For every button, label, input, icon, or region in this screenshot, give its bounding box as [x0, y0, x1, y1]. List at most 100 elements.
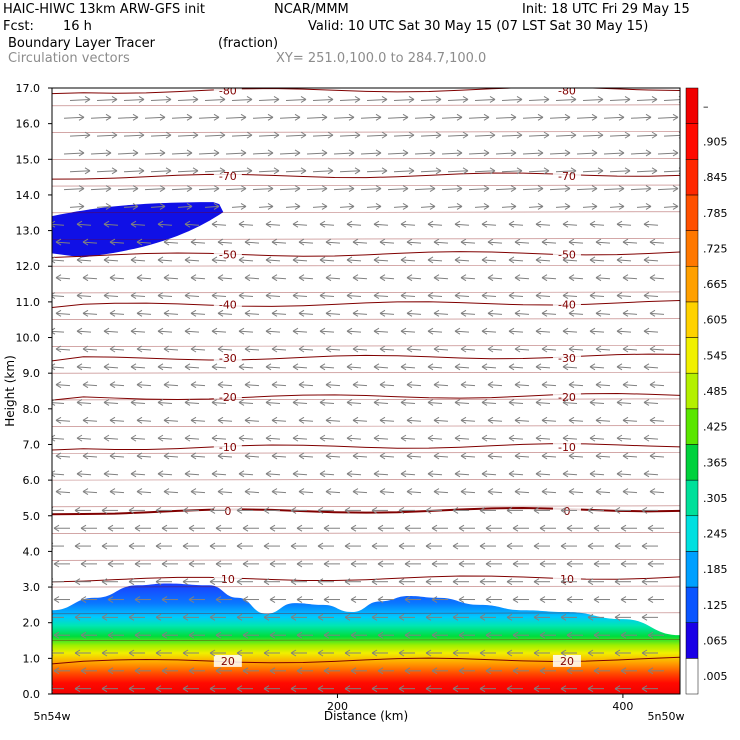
vector-shaft: [231, 134, 253, 137]
vector-shaft: [541, 348, 557, 351]
vector-head: [645, 185, 652, 193]
vector-head: [643, 220, 650, 228]
vector-head: [398, 685, 405, 693]
vector-shaft: [508, 437, 524, 440]
vector-head: [157, 256, 164, 264]
vector-head: [103, 220, 110, 228]
vector-shaft: [292, 223, 308, 226]
vector-shaft: [298, 312, 314, 315]
vector-head: [215, 631, 222, 639]
vector-head: [570, 131, 577, 139]
vector-head: [589, 327, 596, 335]
vector-shaft: [352, 312, 368, 315]
vector-shaft: [589, 223, 605, 226]
vector-shaft: [433, 491, 449, 494]
vector-shaft: [163, 455, 179, 458]
vector-head: [159, 202, 166, 210]
vector-shaft: [319, 295, 335, 298]
vector-head: [78, 185, 85, 193]
vector-head: [568, 309, 575, 317]
vector-shaft: [285, 134, 307, 137]
vector-head: [508, 327, 515, 335]
contour-line: [52, 318, 680, 321]
vector-shaft: [265, 437, 281, 440]
vector-shaft: [136, 348, 152, 351]
vector-head: [487, 345, 494, 353]
vector-head: [429, 185, 436, 193]
vector-shaft: [352, 241, 368, 244]
vector-head: [298, 274, 305, 282]
vector-shaft: [298, 491, 314, 494]
vector-head: [487, 416, 494, 424]
vector-head: [215, 560, 222, 568]
vector-head: [317, 613, 324, 621]
vector-head: [159, 113, 166, 121]
y-tick-label: 13.0: [16, 225, 41, 238]
vector-head: [240, 202, 247, 210]
vector-head: [406, 381, 413, 389]
vector-shaft: [460, 419, 476, 422]
vector-shaft: [589, 330, 605, 333]
vector-head: [101, 578, 108, 586]
vector-head: [130, 363, 137, 371]
vector-shaft: [603, 152, 625, 155]
vector-head: [435, 131, 442, 139]
vector-head: [105, 113, 112, 121]
vector-head: [377, 631, 384, 639]
vector-head: [458, 631, 465, 639]
vector-head: [614, 649, 621, 657]
vector-head: [487, 381, 494, 389]
vector-head: [269, 667, 276, 675]
vector-shaft: [157, 401, 173, 404]
vector-head: [138, 131, 145, 139]
vector-head: [460, 309, 467, 317]
vector-head: [514, 452, 521, 460]
vector-head: [431, 631, 438, 639]
vector-head: [319, 399, 326, 406]
vector-shaft: [190, 419, 206, 422]
vector-shaft: [474, 170, 496, 173]
vector-shaft: [562, 437, 578, 440]
vector-head: [192, 131, 199, 139]
vector-head: [346, 256, 353, 264]
vector-head: [564, 202, 571, 210]
vector-shaft: [555, 98, 577, 101]
vector-head: [188, 667, 195, 675]
colorbar-swatch: [685, 337, 699, 374]
vector-head: [647, 596, 654, 603]
vector-shaft: [643, 401, 659, 404]
vector-shaft: [366, 170, 388, 173]
vector-head: [649, 309, 656, 317]
vector-head: [263, 578, 270, 586]
vector-shaft: [562, 295, 578, 298]
vector-shaft: [55, 455, 71, 458]
vector-head: [408, 96, 415, 103]
vector-head: [323, 524, 330, 532]
vector-head: [535, 327, 542, 335]
vector-head: [400, 470, 407, 478]
vector-shaft: [562, 259, 578, 262]
vector-head: [188, 631, 195, 639]
vector-head: [618, 149, 625, 157]
vector-shaft: [460, 455, 476, 458]
colorbar-label: .245: [703, 528, 728, 541]
vector-head: [238, 363, 245, 371]
vector-shaft: [265, 223, 281, 226]
vector-head: [344, 649, 351, 657]
vector-head: [84, 131, 91, 139]
vector-head: [327, 131, 334, 139]
vector-shaft: [649, 241, 665, 244]
vector-head: [533, 613, 540, 621]
vector-head: [184, 220, 191, 228]
vector-head: [454, 292, 461, 299]
vector-head: [271, 488, 278, 496]
vector-shaft: [109, 241, 125, 244]
vector-head: [643, 399, 650, 406]
vector-head: [217, 309, 224, 317]
vector-head: [427, 220, 434, 228]
vector-head: [560, 506, 567, 514]
vector-shaft: [387, 188, 409, 191]
vector-head: [454, 256, 461, 264]
colorbar-swatch: [685, 123, 699, 160]
vector-head: [190, 452, 197, 460]
